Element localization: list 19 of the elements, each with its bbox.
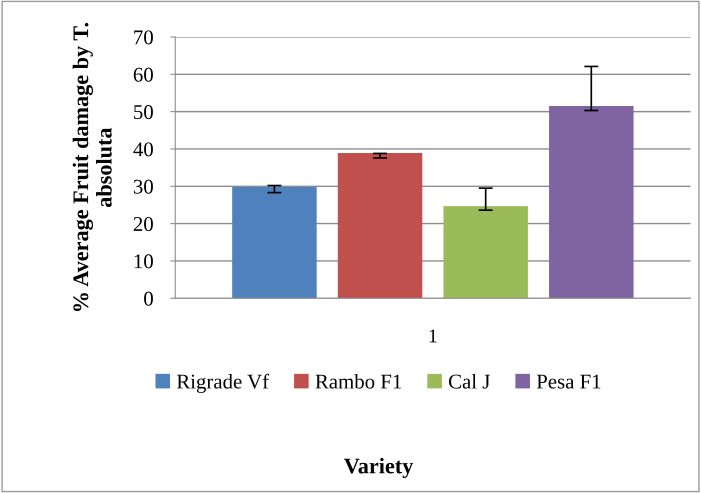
y-tick-label: 60 xyxy=(134,68,153,82)
legend-label: Pesa F1 xyxy=(536,374,600,389)
y-tick-label: 70 xyxy=(134,30,153,44)
x-tick-label: 1 xyxy=(430,329,437,342)
y-tick-label: 30 xyxy=(134,180,153,194)
bar xyxy=(338,153,422,298)
y-axis-title: % Average Fruit damage by T. absoluta xyxy=(72,22,112,312)
text: Variety xyxy=(344,458,414,478)
y-tick-label: 0 xyxy=(144,292,153,306)
legend-label: Rigrade Vf xyxy=(176,374,270,393)
y-tick-label: 40 xyxy=(133,142,153,156)
y-tick-label: 50 xyxy=(134,105,153,120)
legend-label: Cal J xyxy=(448,374,490,389)
y-tick-label: 20 xyxy=(134,216,153,232)
bar xyxy=(232,187,317,298)
y-tick-label: 10 xyxy=(134,254,153,268)
bar xyxy=(549,106,634,298)
legend-label: Rambo F1 xyxy=(316,374,402,389)
bar xyxy=(443,206,528,298)
